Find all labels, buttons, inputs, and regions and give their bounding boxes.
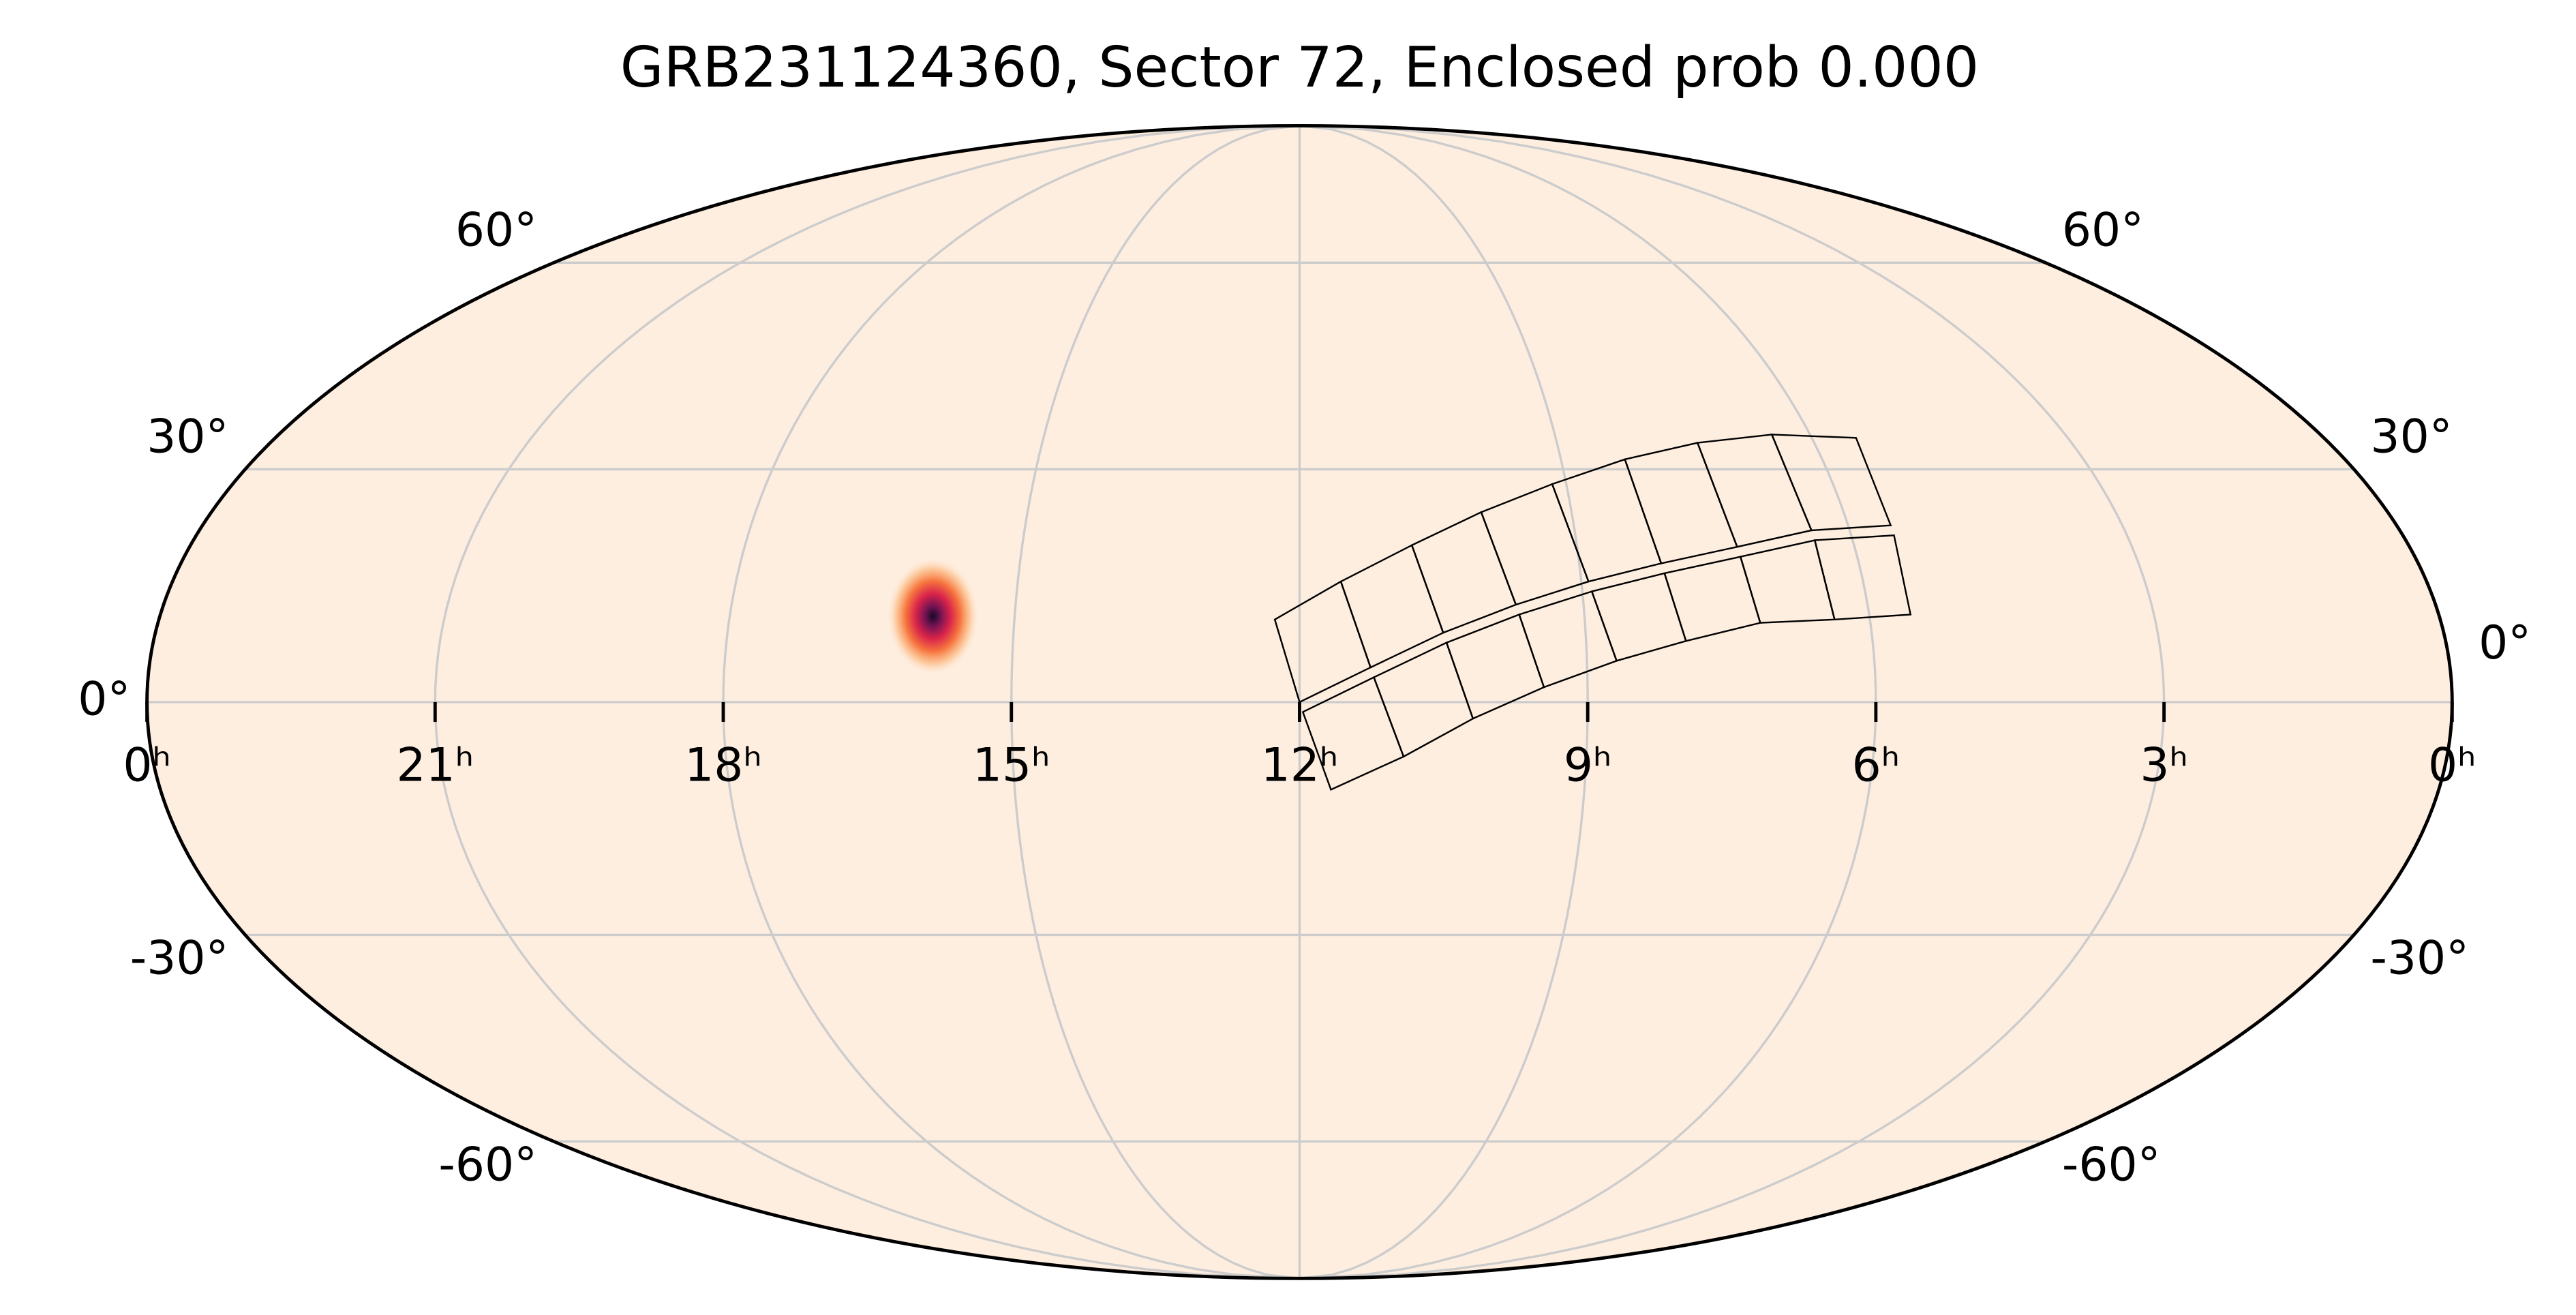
y-tick-label: 60° (455, 202, 537, 256)
y-tick-label: -30° (130, 931, 229, 985)
x-tick-label: 0ʰ (123, 738, 171, 791)
ccd-tile (1770, 434, 1892, 532)
x-tick-label: 21ʰ (396, 738, 474, 791)
x-tick-label: 15ʰ (973, 738, 1050, 791)
x-tick-label: 6ʰ (1852, 738, 1900, 791)
y-tick-label: 30° (2370, 409, 2452, 463)
y-tick-label: 0° (78, 671, 130, 725)
sector-footprint (1273, 434, 1912, 791)
y-tick-label: -60° (438, 1138, 537, 1192)
x-tick-label: 18ʰ (684, 738, 762, 791)
x-tick-label: 0ʰ (2428, 738, 2476, 791)
y-tick-label: 30° (147, 409, 228, 463)
ccd-tile (1813, 534, 1912, 621)
source-probability (886, 556, 980, 676)
y-tick-label: 60° (2062, 202, 2144, 256)
x-tick-label: 12ʰ (1261, 738, 1339, 791)
y-tick-label: -60° (2062, 1138, 2161, 1192)
y-tick-label: -30° (2370, 931, 2469, 985)
chart-title: GRB231124360, Sector 72, Enclosed prob 0… (620, 35, 1979, 100)
y-tick-label: 0° (2479, 616, 2531, 669)
x-tick-label: 3ʰ (2140, 738, 2188, 791)
x-tick-label: 9ʰ (1564, 738, 1612, 791)
